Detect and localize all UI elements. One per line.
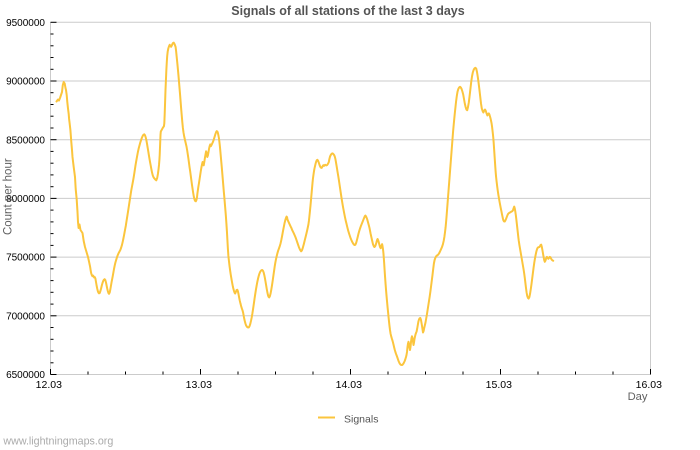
svg-text:7000000: 7000000: [6, 311, 45, 322]
svg-text:8500000: 8500000: [6, 135, 45, 146]
svg-text:14.03: 14.03: [336, 379, 362, 391]
svg-text:8000000: 8000000: [6, 194, 45, 205]
svg-text:16.03: 16.03: [636, 379, 662, 391]
svg-text:9500000: 9500000: [6, 18, 45, 29]
svg-text:Signals: Signals: [344, 414, 378, 426]
svg-text:6500000: 6500000: [6, 370, 45, 381]
svg-text:9000000: 9000000: [6, 77, 45, 88]
svg-text:Count per hour: Count per hour: [2, 158, 14, 235]
svg-text:7500000: 7500000: [6, 253, 45, 264]
svg-text:Day: Day: [628, 391, 648, 403]
svg-text:13.03: 13.03: [186, 379, 212, 391]
svg-text:www.lightningmaps.org: www.lightningmaps.org: [2, 436, 113, 448]
svg-text:12.03: 12.03: [36, 379, 62, 391]
svg-text:Signals of all stations of the: Signals of all stations of the last 3 da…: [231, 4, 464, 18]
svg-text:15.03: 15.03: [486, 379, 512, 391]
